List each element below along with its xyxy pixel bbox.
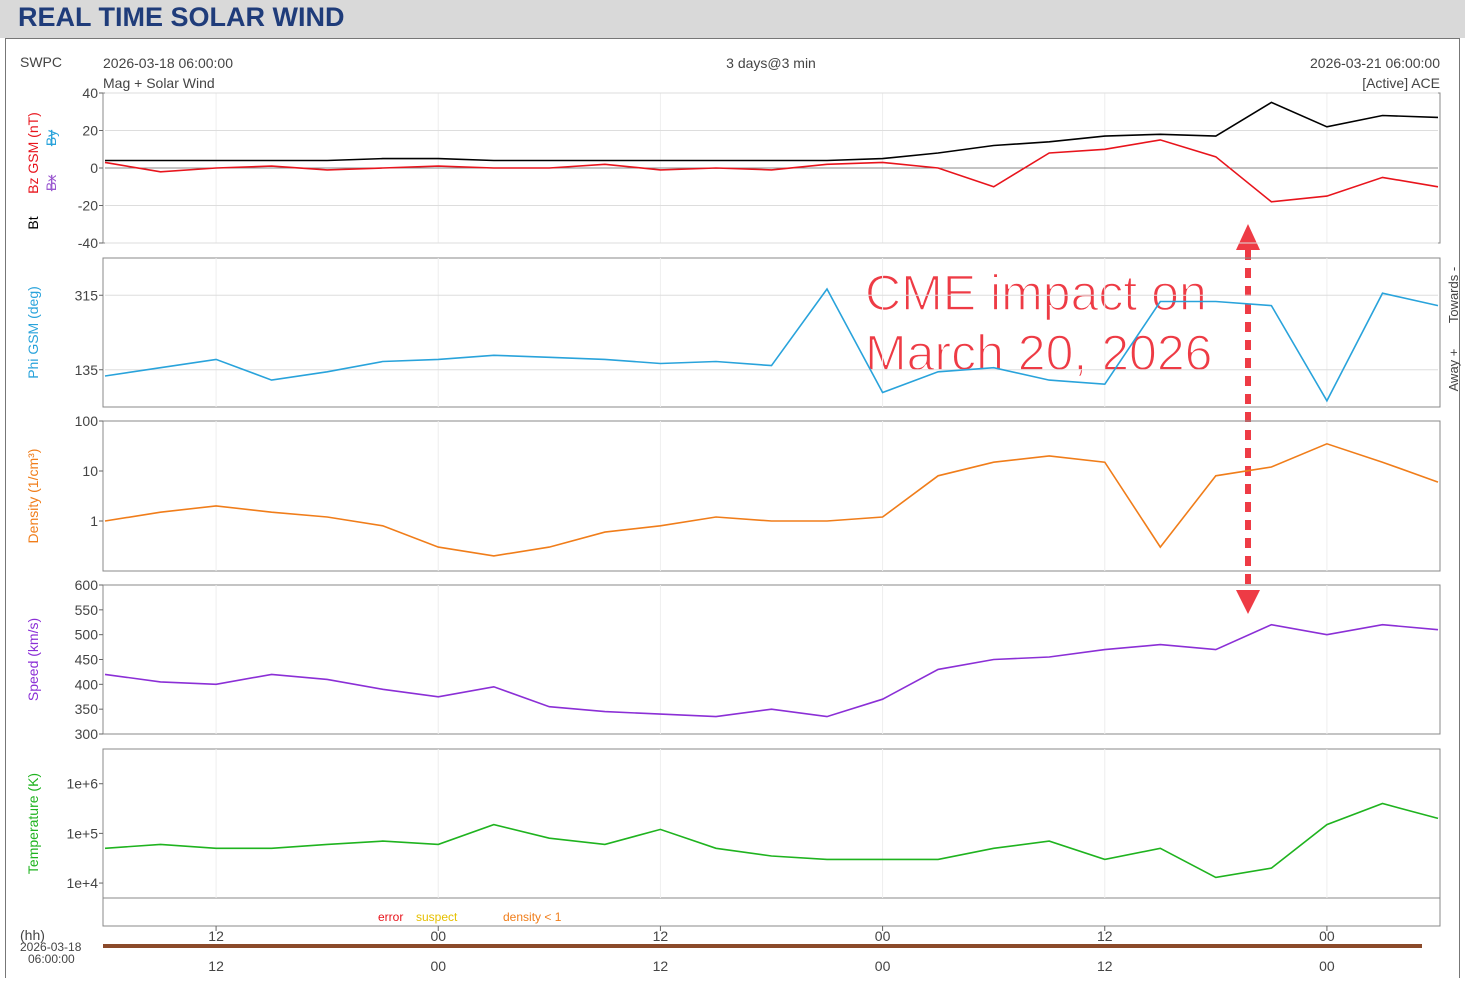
y-tick-label: 550 [75,602,99,618]
legend-label: Bz GSM (nT) [25,112,41,194]
x-tick-label: 00 [875,958,891,974]
data-line [104,802,1439,879]
data-line [105,101,1439,162]
y-tick-label: 500 [75,627,99,643]
y-tick-label: 40 [82,85,98,101]
y-tick-label: 450 [75,652,99,668]
page-title: REAL TIME SOLAR WIND [18,2,345,32]
y-axis-label: Density (1/cm³) [25,449,41,544]
y-tick-label: 600 [75,577,99,593]
time-bar [103,944,1422,948]
x-tick-label: 00 [875,928,891,944]
y-tick-label: 0 [90,160,98,176]
y-axis-label: Temperature (K) [25,773,41,874]
data-line [104,287,1439,403]
legend-label: By [43,130,59,146]
y-tick-label: 1e+6 [66,776,98,792]
y-tick-label: 350 [75,701,99,717]
flag-legend: suspect [416,910,458,924]
cme-arrow [1236,224,1260,614]
span: 3 days@3 min [726,55,816,71]
panel-frame [102,420,1441,572]
y-tick-label: 135 [75,362,99,378]
y-tick-label: -20 [78,198,98,214]
data-line [104,139,1439,203]
y-tick-label: 20 [82,123,98,139]
y-tick-label: 10 [82,463,98,479]
x-tick-label: 12 [1097,928,1113,944]
y-tick-label: 315 [75,287,99,303]
data-line [104,442,1439,557]
y-tick-label: -40 [78,235,98,251]
panel-frame [102,748,1441,899]
frame [5,38,1460,983]
y-axis-label: Speed (km/s) [25,618,41,701]
right-label: Away + [1446,349,1461,392]
y-tick-label: 1e+4 [66,875,98,891]
y-tick-label: 100 [75,413,99,429]
flag-legend: density < 1 [503,910,562,924]
panel-frame [102,257,1441,408]
data-line [104,623,1439,718]
flag-legend: error [378,910,403,924]
header-bar [0,0,1465,38]
flags-frame [102,897,1441,927]
legend-label: Bt [25,216,41,229]
x-tick-label: 00 [430,928,446,944]
x-tick-label: 12 [208,958,224,974]
x-tick-label: 00 [1319,958,1335,974]
y-tick-label: 1 [90,513,98,529]
time-unit: (hh) [20,927,45,943]
y-tick-label: 300 [75,726,99,742]
annotation: CME impact on [865,265,1207,321]
time-date: 2026-03-18 [20,940,82,954]
y-tick-label: 400 [75,676,99,692]
y-tick-label: 1e+5 [66,825,98,841]
right-label: Towards - [1446,267,1461,323]
source: SWPC [20,54,62,70]
spacecraft: [Active] ACE [1362,75,1440,91]
x-tick-label: 12 [208,928,224,944]
product: Mag + Solar Wind [103,75,215,91]
legend-label: Bx [43,175,59,191]
start-time: 2026-03-18 06:00:00 [103,55,233,71]
x-tick-label: 12 [653,958,669,974]
time-clock: 06:00:00 [28,952,75,966]
panel-frame [102,584,1441,735]
x-tick-label: 12 [653,928,669,944]
annotation: March 20, 2026 [865,325,1212,381]
end-time: 2026-03-21 06:00:00 [1310,55,1440,71]
y-axis-label: Phi GSM (deg) [25,286,41,379]
x-tick-label: 12 [1097,958,1113,974]
x-tick-label: 00 [1319,928,1335,944]
x-tick-label: 00 [430,958,446,974]
